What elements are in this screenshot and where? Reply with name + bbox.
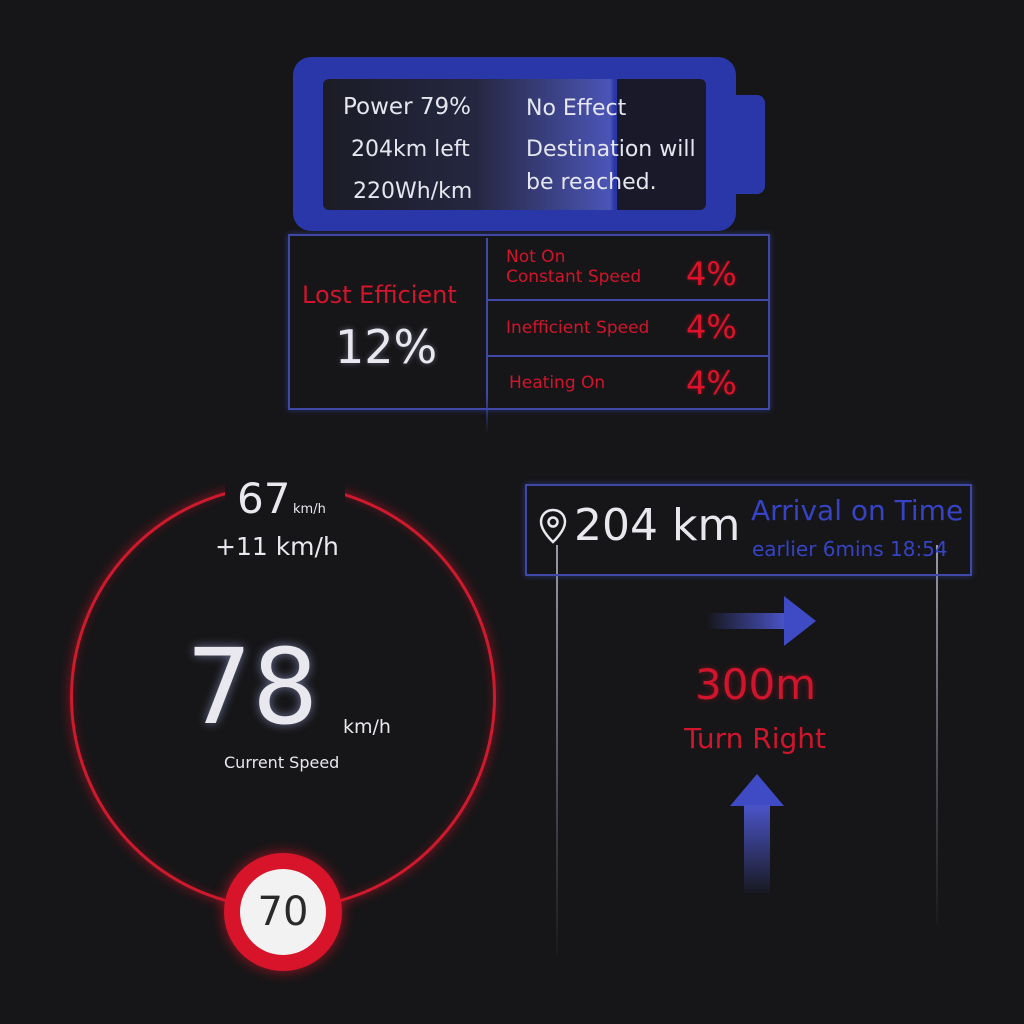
efficiency-row-divider xyxy=(488,299,768,301)
lost-efficiency-title: Lost Efficient xyxy=(302,281,457,309)
turn-right-arrow-icon xyxy=(706,594,818,650)
turn-instruction: Turn Right xyxy=(684,722,826,755)
effect-status: No Effect xyxy=(526,96,627,121)
destination-line-2: be reached. xyxy=(526,170,657,195)
navigation-panel xyxy=(525,484,972,576)
efficiency-panel xyxy=(288,234,770,410)
current-speed-unit: km/h xyxy=(343,716,391,738)
destination-line-1: Destination will xyxy=(526,137,696,162)
efficiency-item-value: 4% xyxy=(686,308,737,346)
current-speed-value: 78 xyxy=(186,626,319,748)
lane-line-right xyxy=(936,545,938,925)
remaining-distance: 204 km xyxy=(574,500,741,551)
arrival-detail: earlier 6mins 18:54 xyxy=(752,537,948,561)
efficiency-divider xyxy=(486,238,488,434)
lost-efficiency-total: 12% xyxy=(335,320,438,374)
location-pin-icon xyxy=(538,507,568,545)
efficiency-item-label: Inefficient Speed xyxy=(506,318,650,338)
efficiency-item-value: 4% xyxy=(686,364,737,402)
speed-delta: +11 km/h xyxy=(215,532,339,561)
efficiency-row-divider xyxy=(488,355,768,357)
efficiency-item-label: Heating On xyxy=(509,373,606,393)
range-left: 204km left xyxy=(351,137,470,162)
speed-limit-value: 70 xyxy=(240,869,326,955)
turn-distance: 300m xyxy=(695,660,817,709)
power-percent: Power 79% xyxy=(343,94,471,120)
target-speed-value: 67 xyxy=(237,474,291,523)
current-speed-label: Current Speed xyxy=(224,753,340,772)
arrival-status: Arrival on Time xyxy=(751,494,964,527)
consumption-rate: 220Wh/km xyxy=(353,179,473,204)
battery-terminal xyxy=(734,95,765,194)
lane-line-left xyxy=(556,545,558,955)
straight-ahead-arrow-icon xyxy=(728,772,786,894)
battery-display xyxy=(323,79,706,210)
efficiency-item-value: 4% xyxy=(686,255,737,293)
ring-gap xyxy=(225,470,345,510)
target-speed-unit: km/h xyxy=(293,502,326,517)
efficiency-item-label: Not On Constant Speed xyxy=(506,247,642,287)
